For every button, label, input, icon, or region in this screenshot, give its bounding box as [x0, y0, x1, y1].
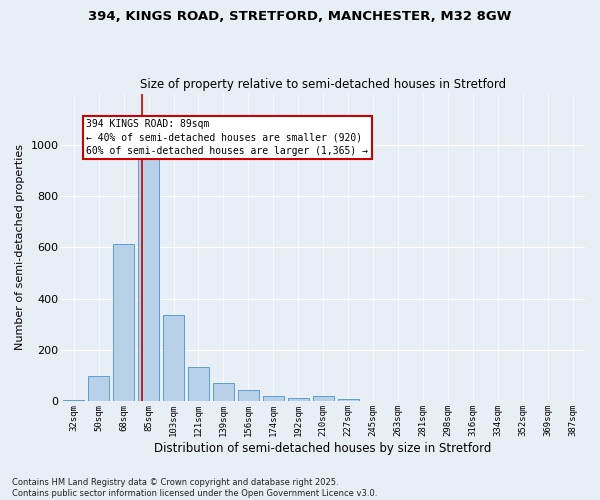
Bar	[338, 399, 359, 402]
Bar	[63, 400, 85, 402]
Bar	[88, 376, 109, 402]
Bar	[213, 384, 234, 402]
Text: 394 KINGS ROAD: 89sqm
← 40% of semi-detached houses are smaller (920)
60% of sem: 394 KINGS ROAD: 89sqm ← 40% of semi-deta…	[86, 119, 368, 156]
Bar	[188, 367, 209, 402]
X-axis label: Distribution of semi-detached houses by size in Stretford: Distribution of semi-detached houses by …	[154, 442, 492, 455]
Bar	[313, 396, 334, 402]
Text: 394, KINGS ROAD, STRETFORD, MANCHESTER, M32 8GW: 394, KINGS ROAD, STRETFORD, MANCHESTER, …	[88, 10, 512, 23]
Bar	[113, 244, 134, 402]
Bar	[138, 156, 159, 402]
Bar	[238, 390, 259, 402]
Title: Size of property relative to semi-detached houses in Stretford: Size of property relative to semi-detach…	[140, 78, 506, 91]
Bar	[163, 316, 184, 402]
Bar	[263, 396, 284, 402]
Y-axis label: Number of semi-detached properties: Number of semi-detached properties	[15, 144, 25, 350]
Bar	[287, 398, 309, 402]
Text: Contains HM Land Registry data © Crown copyright and database right 2025.
Contai: Contains HM Land Registry data © Crown c…	[12, 478, 377, 498]
